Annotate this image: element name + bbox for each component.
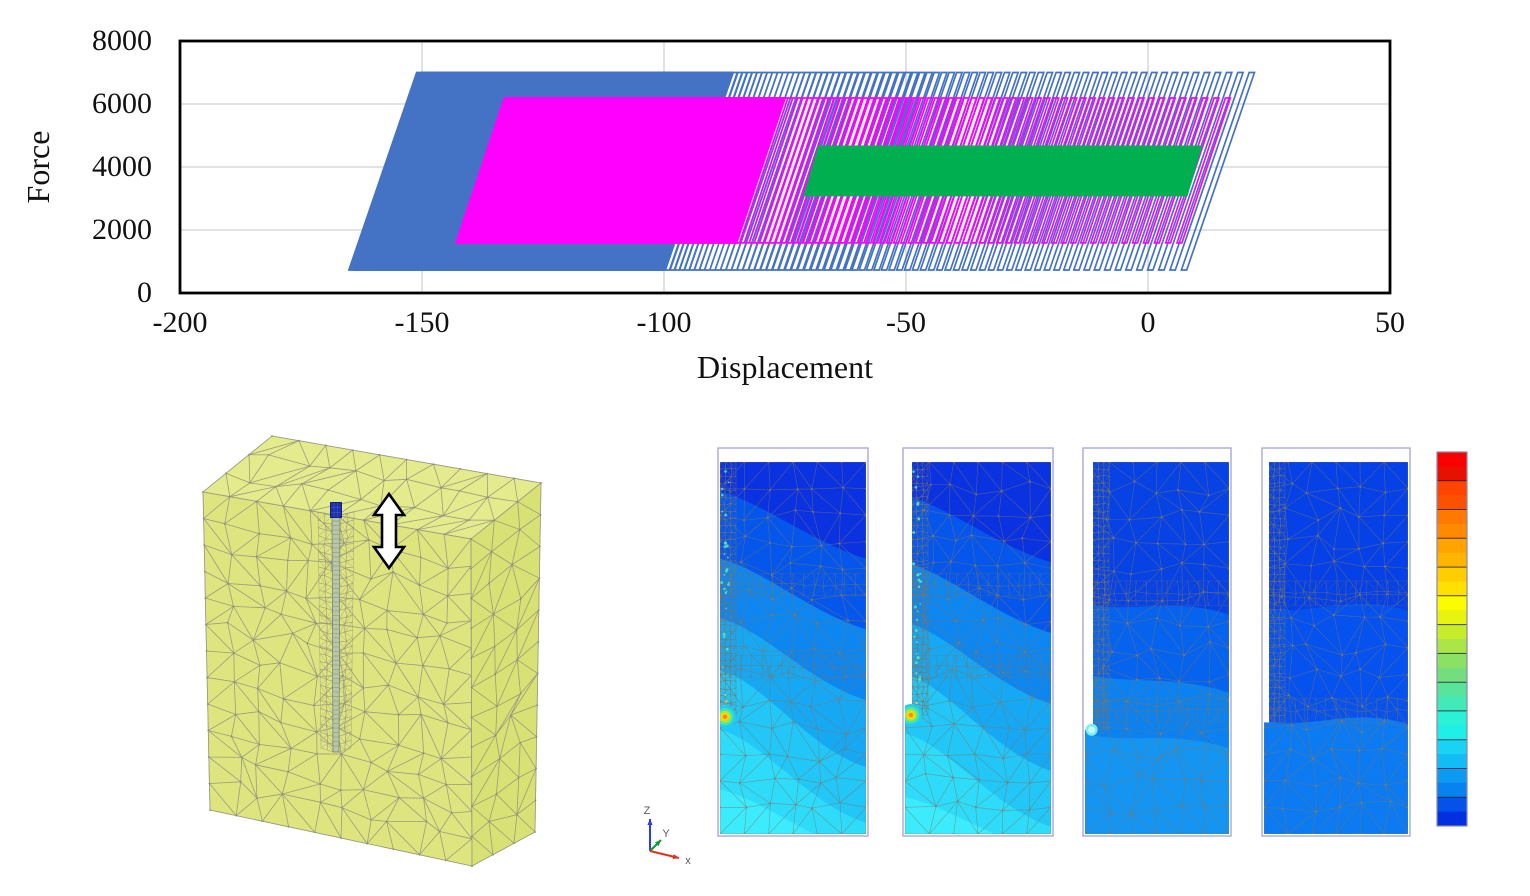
contour-stage-4 [1261, 447, 1411, 837]
x-tick-0: 0 [1140, 306, 1156, 339]
x-axis-title: Displacement [697, 349, 873, 385]
cyclic-load-arrow [371, 491, 407, 571]
colorbar-legend [1436, 451, 1468, 827]
cyclic-loops-middle-magenta [454, 97, 1232, 244]
y-tick-0: 0 [137, 276, 152, 309]
pile [331, 516, 341, 753]
pile-tip-hotspot [720, 705, 736, 728]
contour-stage-3 [1082, 447, 1232, 837]
pile-tip-hotspot [905, 704, 922, 726]
fem-3d-mesh-model [202, 435, 542, 867]
triad-z-label: Z [644, 805, 651, 817]
cyclic-loops-inner-green [803, 145, 1203, 197]
x-tick-neg200: -200 [152, 306, 208, 339]
coordinate-triad: ZYx [644, 805, 692, 867]
force-displacement-chart [178, 39, 1392, 295]
y-axis-title: Force [20, 130, 56, 204]
x-tick-neg150: -150 [394, 306, 450, 339]
pile-stress-speckles [720, 470, 730, 707]
triad-y-label: Y [662, 828, 670, 840]
contour-stage-2 [902, 447, 1054, 837]
y-tick-4000: 4000 [92, 150, 152, 183]
pile-tip-hotspot [1085, 723, 1098, 736]
x-tick-neg50: -50 [886, 306, 926, 339]
x-tick-50: 50 [1375, 306, 1405, 339]
y-tick-8000: 8000 [92, 24, 152, 57]
contour-panels-and-colorbar: ZYx [644, 447, 1468, 867]
x-tick-neg100: -100 [636, 306, 692, 339]
y-tick-2000: 2000 [92, 213, 152, 246]
y-tick-6000: 6000 [92, 87, 152, 120]
contour-stage-1 [717, 447, 869, 837]
triad-x-label: x [685, 855, 691, 867]
pile-cap [330, 502, 342, 518]
